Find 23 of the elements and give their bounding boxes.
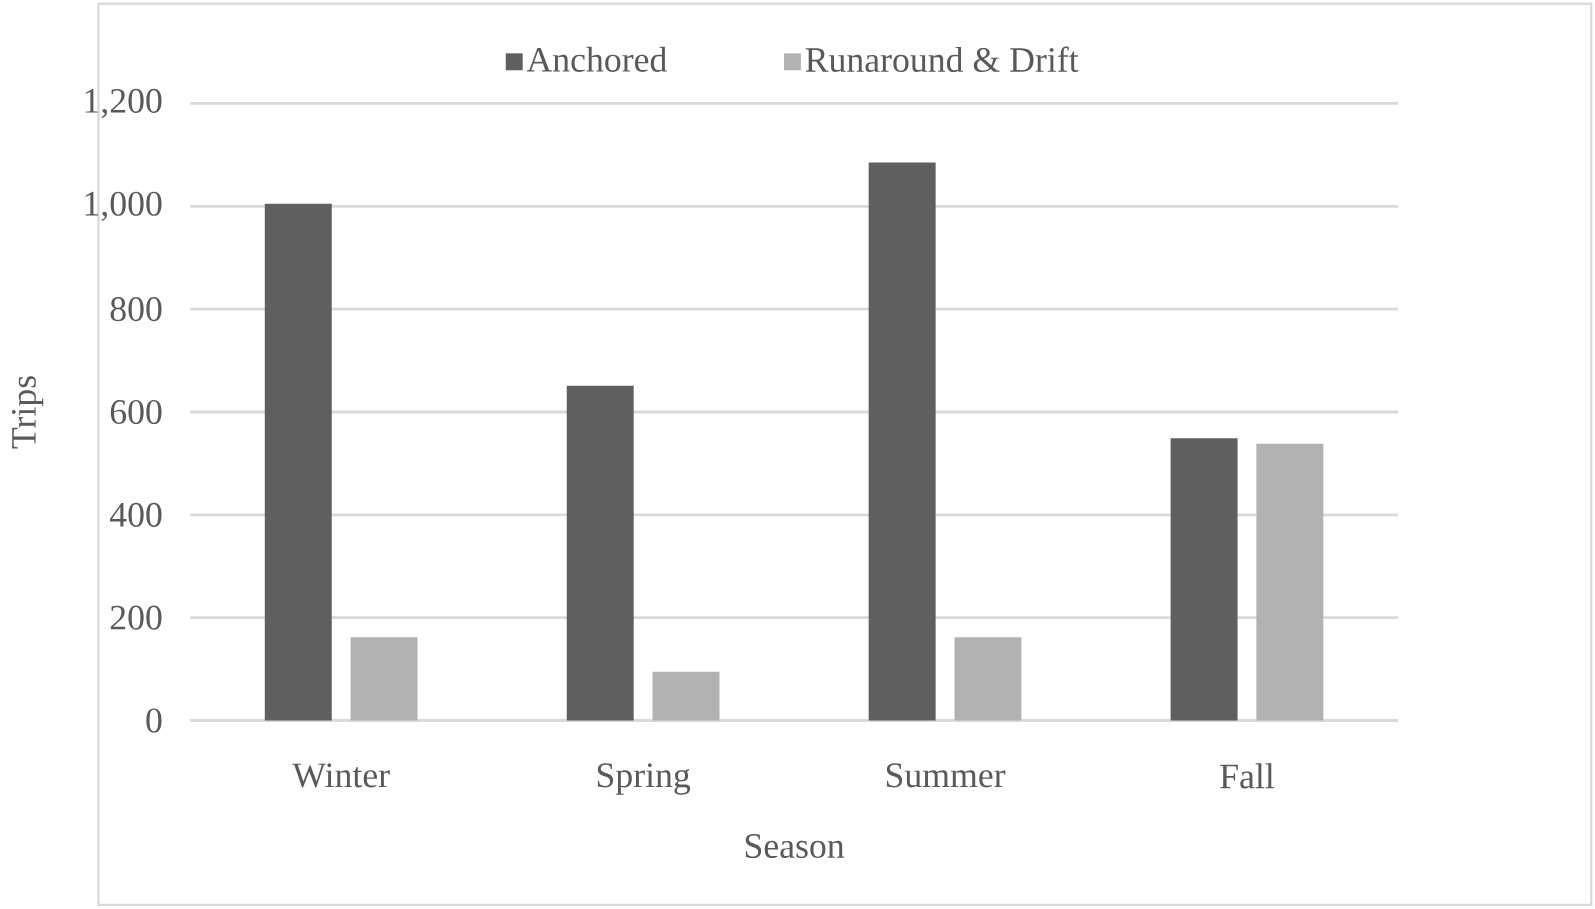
y-axis-title: Trips (11, 376, 44, 449)
x-tick-label: Spring (597, 763, 691, 795)
bar (566, 385, 634, 721)
y-tick-label: 1,000 (85, 191, 162, 222)
legend-label: Runaround & Drift (805, 46, 1079, 73)
bar (954, 637, 1022, 721)
x-axis-title: Season (745, 834, 845, 859)
y-tick-label: 1,200 (85, 89, 162, 119)
y-tick-label: 400 (109, 502, 162, 528)
x-tick-label: Winter (292, 763, 390, 788)
bar (1170, 438, 1238, 721)
y-tick-label: 600 (110, 400, 162, 425)
x-tick-label: Fall (1220, 763, 1275, 789)
y-tick-label: 0 (146, 708, 162, 733)
bar (1256, 444, 1324, 721)
bar (868, 162, 936, 721)
legend-label: Anchored (526, 46, 667, 73)
x-tick-label: Summer (886, 763, 1006, 788)
y-tick-label: 200 (110, 605, 162, 630)
bar (350, 637, 418, 721)
bar (652, 671, 720, 721)
bar (264, 203, 332, 721)
y-tick-label: 800 (110, 297, 162, 322)
